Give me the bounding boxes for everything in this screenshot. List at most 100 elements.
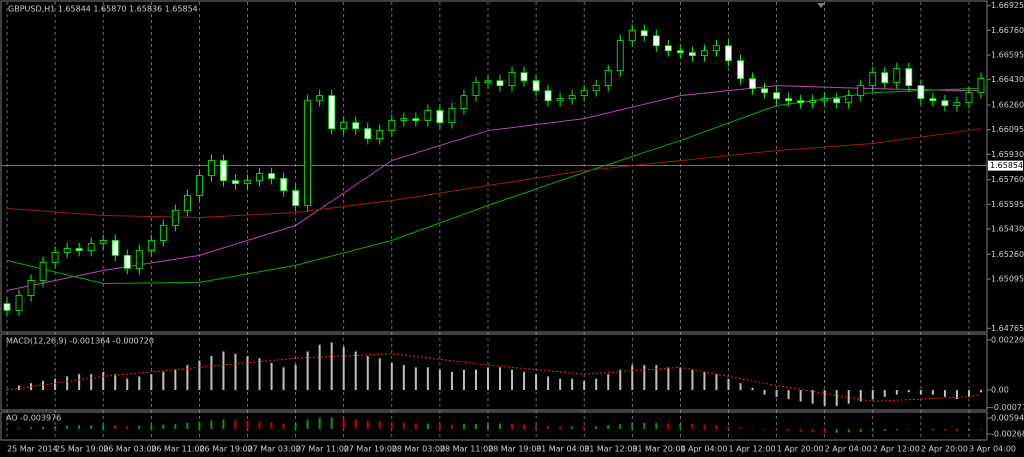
macd-bar <box>691 369 694 391</box>
candle-body <box>977 78 985 94</box>
candle-body <box>676 50 684 54</box>
macd-bar <box>438 369 441 391</box>
candle-body <box>664 45 672 52</box>
signal-line <box>6 353 982 402</box>
candle-body <box>147 240 155 251</box>
ao-bar <box>270 422 273 430</box>
ao-bar <box>967 429 970 431</box>
candle-body <box>725 45 732 62</box>
candle-body <box>208 160 215 176</box>
y-tick-label: 1.66925 <box>991 1 1024 10</box>
main-panel <box>0 0 988 333</box>
x-tick-label: 31 Mar 20:00 <box>632 445 685 454</box>
macd-bar <box>90 374 93 391</box>
ao-bar <box>18 427 21 430</box>
macd-bar <box>426 367 429 391</box>
macd-bar <box>162 371 165 391</box>
x-tick-label: 28 Mar 19:00 <box>488 445 541 454</box>
macd-bar <box>787 390 790 400</box>
candle-body <box>256 173 263 181</box>
x-tick-label: 28 Mar 11:00 <box>440 445 493 454</box>
y-tick-label: 1.66760 <box>991 26 1024 35</box>
candle-body <box>857 85 865 97</box>
macd-bar <box>919 390 922 395</box>
macd-bar <box>18 385 21 391</box>
ao-bar <box>751 428 754 430</box>
candle-body <box>580 90 588 97</box>
macd-bar <box>523 371 526 391</box>
x-tick-label: 31 Mar 04:00 <box>536 445 589 454</box>
candle-body <box>3 303 11 311</box>
ao-bar <box>342 418 345 430</box>
y-tick-label: 0.005944 <box>991 414 1024 423</box>
candle-body <box>640 30 648 37</box>
ao-bar <box>571 426 574 430</box>
macd-bar <box>174 369 177 391</box>
candle-body <box>472 82 480 97</box>
ao-bar <box>691 424 694 430</box>
ma-line <box>6 128 982 218</box>
x-tick-label: 2 Apr 04:00 <box>825 445 872 454</box>
ao-title: AO -0.003976 <box>6 414 61 423</box>
ao-bar <box>186 422 189 430</box>
ao-bar <box>246 420 249 430</box>
macd-bar <box>198 360 201 391</box>
ao-bar <box>438 424 441 430</box>
candle-body <box>268 173 275 179</box>
ao-bar <box>511 424 514 430</box>
candle-body <box>965 92 973 104</box>
candle-body <box>893 68 901 84</box>
macd-bar <box>943 390 946 397</box>
candle-body <box>556 98 564 102</box>
macd-bar <box>150 374 153 391</box>
ao-bar <box>114 425 117 430</box>
macd-bar <box>366 356 369 391</box>
ao-bar <box>679 423 682 430</box>
candle-body <box>280 178 287 191</box>
ao-bar <box>907 429 910 430</box>
ao-bar <box>450 424 453 430</box>
macd-bar <box>342 346 345 391</box>
candle-body <box>869 72 877 87</box>
candle-body <box>737 60 744 80</box>
ma-line <box>6 88 981 284</box>
x-tick-label: 27 Mar 03:00 <box>248 445 301 454</box>
macd-bar <box>643 365 646 391</box>
ao-bar <box>799 429 802 432</box>
candle-body <box>616 40 624 72</box>
x-tick-label: 25 Mar 19:00 <box>55 445 108 454</box>
macd-bar <box>66 376 69 391</box>
y-tick-label: 1.65260 <box>991 250 1024 259</box>
ao-bar <box>306 419 309 430</box>
ao-bar <box>787 429 790 432</box>
macd-bar <box>607 374 610 391</box>
macd-bar <box>739 383 742 391</box>
ao-bar <box>703 424 706 430</box>
candle-body <box>183 195 191 211</box>
macd-bar <box>6 390 9 391</box>
macd-bar <box>715 374 718 391</box>
macd-bar <box>222 351 225 391</box>
ao-bar <box>210 420 213 430</box>
ao-bar <box>318 417 321 430</box>
macd-bar <box>270 362 273 391</box>
y-tick-label: -0.000774 <box>991 403 1024 412</box>
candle-body <box>532 80 540 92</box>
macd-bar <box>751 387 754 391</box>
candle-body <box>544 90 552 102</box>
candle-body <box>424 110 432 121</box>
candle-body <box>388 120 396 131</box>
ao-bar <box>126 426 129 430</box>
ao-bar <box>426 423 429 430</box>
macd-bar <box>847 390 850 404</box>
macd-bar <box>54 378 57 391</box>
ao-bar <box>931 429 934 431</box>
macd-bar <box>246 356 249 391</box>
ao-bar <box>667 423 670 430</box>
macd-bar <box>967 390 970 397</box>
ao-bar <box>847 429 850 433</box>
candle-body <box>592 85 600 92</box>
ao-bar <box>895 429 898 431</box>
ao-bar <box>378 421 381 430</box>
bid-box <box>988 160 1023 171</box>
